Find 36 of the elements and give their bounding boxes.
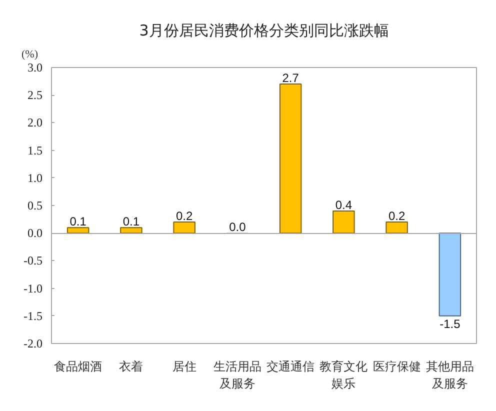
y-tick-label: -1.0 [24,281,43,296]
y-tick-label: 1.0 [28,170,42,185]
y-tick-label: 0.0 [28,226,42,240]
y-tick-label: -0.5 [24,254,43,268]
x-tick-label: 生活用品及服务 [213,360,262,390]
data-label: -1.5 [440,316,461,331]
y-tick-label: 0.5 [28,198,42,212]
x-tick-label: 其他用品及服务 [426,360,474,390]
y-tick-label: 1.5 [28,143,42,158]
chart-title: 3月份居民消费价格分类别同比涨跌幅 [139,22,389,40]
bar [66,227,90,234]
y-tick-label: 2.5 [28,88,42,102]
x-tick-label: 交通通信 [266,360,315,374]
data-label: 2.7 [282,71,300,86]
x-tick-label: 教育文化娱乐 [320,360,368,390]
data-label: 0.2 [388,209,406,224]
x-tick-label: 医疗保健 [372,360,421,374]
data-label: 0.2 [176,209,193,224]
data-label: 0.0 [229,220,246,234]
bar [332,210,355,234]
x-tick-label: 居住 [172,360,196,374]
data-label: 0.4 [335,198,352,212]
y-tick-label: -2.0 [24,336,43,350]
y-tick-label: 3.0 [28,60,42,74]
bar [173,222,196,234]
data-label: 0.1 [122,214,140,229]
bar [279,84,302,234]
y-tick-label: 2.0 [28,116,42,130]
bar [120,227,142,234]
x-tick-label: 食品烟酒 [54,360,102,374]
data-label: 0.1 [70,214,87,229]
bar [438,232,462,316]
x-tick-label: 衣着 [119,360,144,374]
y-axis-title: (%) [22,48,38,60]
bar [386,222,408,234]
y-tick-label: -1.5 [24,308,43,323]
